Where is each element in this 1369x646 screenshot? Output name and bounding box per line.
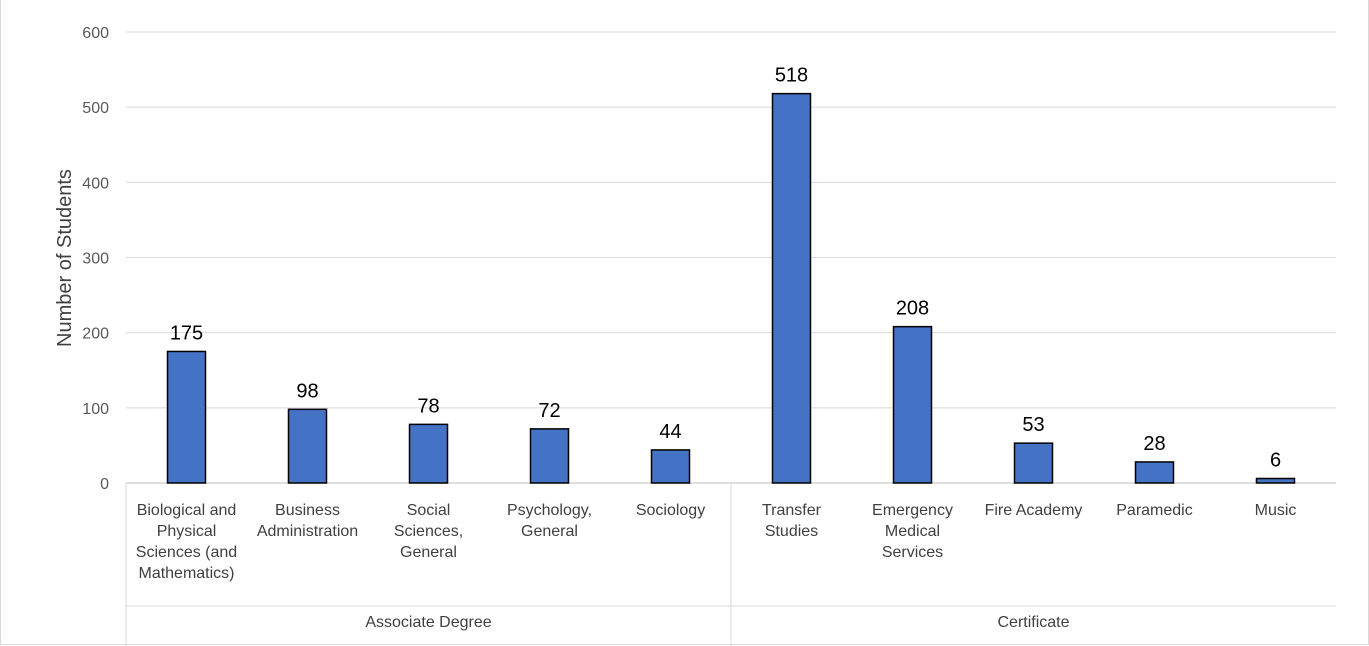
y-tick-label: 600 — [82, 25, 109, 42]
data-label: 208 — [896, 298, 929, 320]
category-label: Transfer Studies — [762, 502, 822, 540]
group-label: Certificate — [997, 614, 1069, 631]
data-label: 72 — [538, 400, 560, 422]
data-label: 44 — [659, 421, 681, 443]
data-label: 6 — [1270, 449, 1281, 471]
bar — [771, 92, 812, 484]
y-tick-label: 0 — [100, 476, 109, 493]
category-label: Emergency Medical Services — [872, 502, 953, 561]
bar — [892, 325, 933, 484]
y-tick-label: 400 — [82, 175, 109, 192]
bar — [287, 408, 328, 484]
category-label: Psychology, General — [507, 502, 592, 540]
bar — [166, 350, 207, 484]
category-label: Social Sciences, General — [394, 502, 463, 561]
category-separators — [125, 483, 1336, 646]
y-axis-label: Number of Students — [54, 169, 76, 347]
y-tick-label: 300 — [82, 251, 109, 268]
bars — [166, 92, 1296, 484]
category-label: Music — [1255, 502, 1297, 519]
data-label: 78 — [417, 395, 439, 417]
bar — [650, 449, 691, 484]
category-label: Fire Academy — [985, 502, 1083, 519]
bar — [1255, 477, 1296, 484]
data-label: 28 — [1143, 433, 1165, 455]
category-label: Paramedic — [1116, 502, 1192, 519]
y-tick-label: 500 — [82, 100, 109, 117]
y-tick-label: 100 — [82, 401, 109, 418]
gridlines — [126, 31, 1336, 484]
data-label: 518 — [775, 65, 808, 87]
bar — [408, 423, 449, 484]
data-label: 175 — [170, 322, 203, 344]
group-label: Associate Degree — [365, 614, 491, 631]
data-label: 53 — [1022, 414, 1044, 436]
category-label: Biological and Physical Sciences (and Mathe… — [136, 502, 237, 582]
labels: 0 100 200 300 400 500 600 Associate Degree Certi… — [82, 25, 1296, 631]
category-label: Business Administration — [257, 502, 358, 540]
category-label: Sociology — [636, 502, 705, 519]
bar — [529, 428, 570, 484]
bar — [1013, 442, 1054, 484]
bar — [1134, 461, 1175, 484]
y-tick-label: 200 — [82, 326, 109, 343]
data-label: 98 — [296, 380, 318, 402]
